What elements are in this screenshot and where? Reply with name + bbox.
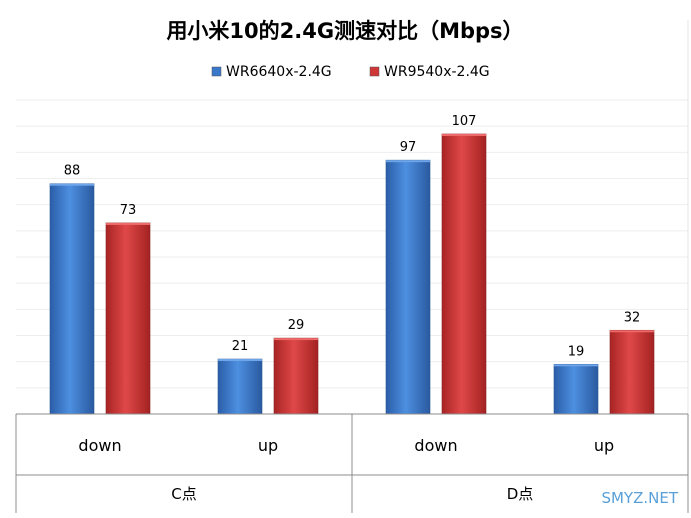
bar (609, 329, 655, 415)
data-labels: 88 21 97 19 73 29 107 32 (64, 114, 641, 359)
group-label: D点 (507, 485, 534, 503)
category-axis: down up down up C点 D点 (15, 413, 689, 513)
bar-top-highlight (442, 134, 486, 136)
bar (273, 337, 319, 415)
watermark: SMYZ.NET (601, 489, 678, 507)
legend-swatch (211, 66, 222, 77)
category-tick-label: down (78, 436, 121, 455)
data-label: 29 (288, 318, 305, 333)
data-label: 88 (64, 164, 81, 179)
data-label: 21 (232, 339, 249, 354)
bars (49, 133, 655, 415)
bar (217, 358, 263, 415)
bar-top-highlight (554, 364, 598, 367)
data-label: 73 (120, 203, 137, 218)
legend-swatch (369, 66, 380, 77)
bar (105, 222, 151, 415)
bar (385, 159, 431, 415)
bar (441, 133, 487, 415)
category-tick-label: down (414, 436, 457, 455)
data-label: 19 (568, 344, 585, 359)
bar (553, 363, 599, 415)
legend: WR6640x-2.4G WR9540x-2.4G (211, 64, 490, 80)
bar-top-highlight (274, 338, 318, 341)
chart-title: 用小米10的2.4G测速对比（Mbps） (166, 19, 523, 43)
bar-top-highlight (386, 160, 430, 163)
bar-top-highlight (218, 359, 262, 362)
data-label: 107 (452, 114, 477, 129)
bar-top-highlight (50, 183, 94, 186)
data-label: 97 (400, 140, 417, 155)
bar (49, 183, 95, 415)
category-tick-label: up (594, 436, 614, 455)
data-label: 32 (624, 310, 641, 325)
category-tick-label: up (258, 436, 278, 455)
legend-label: WR9540x-2.4G (384, 64, 490, 80)
bar-top-highlight (106, 222, 150, 225)
legend-label: WR6640x-2.4G (226, 64, 332, 80)
bar-top-highlight (610, 330, 654, 333)
group-label: C点 (171, 485, 196, 503)
